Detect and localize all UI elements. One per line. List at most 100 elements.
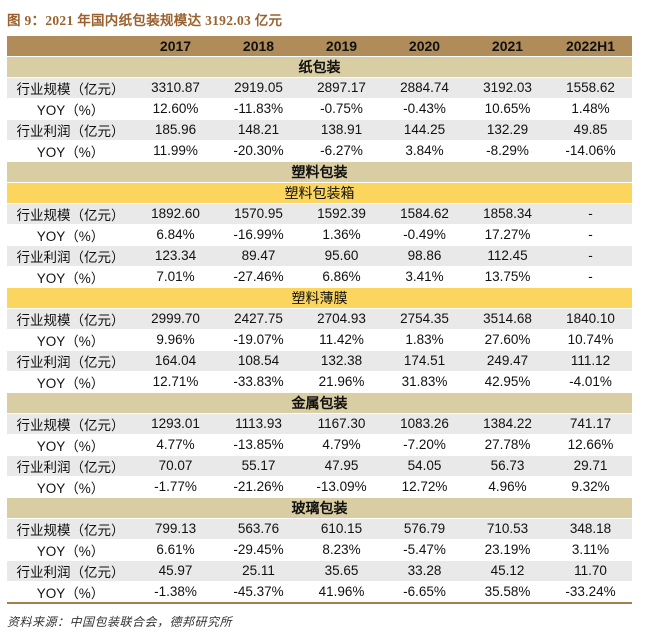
value-cell: 17.27%: [466, 224, 549, 246]
value-cell: -: [549, 224, 632, 246]
value-cell: 1584.62: [383, 203, 466, 225]
value-cell: -33.24%: [549, 581, 632, 603]
value-cell: 21.96%: [300, 371, 383, 393]
table-row: YOY（%） -1.38% -45.37% 41.96% -6.65% 35.58% -33…: [7, 581, 632, 603]
table-row: YOY（%） 12.60% -11.83% -0.75% -0.43% 10.65% 1.4…: [7, 98, 632, 120]
table-row: YOY（%） 6.84% -16.99% 1.36% -0.49% 17.27% -: [7, 224, 632, 246]
row-label: YOY（%）: [7, 371, 134, 393]
row-label: 行业规模（亿元）: [7, 518, 134, 540]
value-cell: 138.91: [300, 119, 383, 141]
year-header-cell: 2019: [300, 36, 383, 57]
value-cell: 13.75%: [466, 266, 549, 288]
value-cell: 98.86: [383, 245, 466, 267]
row-label: YOY（%）: [7, 539, 134, 561]
row-label: YOY（%）: [7, 476, 134, 498]
value-cell: 2427.75: [217, 308, 300, 330]
value-cell: -33.83%: [217, 371, 300, 393]
value-cell: 12.66%: [549, 434, 632, 456]
value-cell: -16.99%: [217, 224, 300, 246]
value-cell: 563.76: [217, 518, 300, 540]
table-row: YOY（%） 11.99% -20.30% -6.27% 3.84% -8.29% -14.…: [7, 140, 632, 162]
value-cell: -6.27%: [300, 140, 383, 162]
table-row: YOY（%） 4.77% -13.85% 4.79% -7.20% 27.78% 12.66…: [7, 434, 632, 456]
value-cell: 29.71: [549, 455, 632, 477]
value-cell: 710.53: [466, 518, 549, 540]
value-cell: -4.01%: [549, 371, 632, 393]
table-row: 行业规模（亿元） 3310.87 2919.05 2897.17 2884.74 3192…: [7, 77, 632, 99]
value-cell: 56.73: [466, 455, 549, 477]
figure-title: 图 9：2021 年国内纸包装规模达 3192.03 亿元: [7, 13, 283, 28]
table-row: 行业利润（亿元） 70.07 55.17 47.95 54.05 56.73 29.71: [7, 455, 632, 477]
section-header-label: 玻璃包装: [7, 497, 632, 519]
value-cell: 27.60%: [466, 329, 549, 351]
row-label: YOY（%）: [7, 434, 134, 456]
table-row: YOY（%） 9.96% -19.07% 11.42% 1.83% 27.60% 10.74…: [7, 329, 632, 351]
value-cell: 132.29: [466, 119, 549, 141]
year-header-cell: 2020: [383, 36, 466, 57]
value-cell: 123.34: [134, 245, 217, 267]
row-label: 行业利润（亿元）: [7, 119, 134, 141]
value-cell: 144.25: [383, 119, 466, 141]
table-row: 行业规模（亿元） 1892.60 1570.95 1592.39 1584.62 1858…: [7, 203, 632, 225]
year-header-cell: 2021: [466, 36, 549, 57]
section-header-label: 金属包装: [7, 392, 632, 414]
value-cell: -0.75%: [300, 98, 383, 120]
value-cell: 4.96%: [466, 476, 549, 498]
value-cell: -29.45%: [217, 539, 300, 561]
value-cell: 10.65%: [466, 98, 549, 120]
value-cell: 3514.68: [466, 308, 549, 330]
section-header-row: 塑料薄膜: [7, 287, 632, 309]
value-cell: 348.18: [549, 518, 632, 540]
value-cell: -: [549, 245, 632, 267]
value-cell: -14.06%: [549, 140, 632, 162]
value-cell: 1.83%: [383, 329, 466, 351]
value-cell: 1083.26: [383, 413, 466, 435]
value-cell: 70.07: [134, 455, 217, 477]
section-header-label: 塑料薄膜: [7, 287, 632, 309]
value-cell: 1.36%: [300, 224, 383, 246]
value-cell: -7.20%: [383, 434, 466, 456]
value-cell: 132.38: [300, 350, 383, 372]
value-cell: 3.41%: [383, 266, 466, 288]
value-cell: 3192.03: [466, 77, 549, 99]
section-header-row: 金属包装: [7, 392, 632, 414]
section-header-label: 塑料包装箱: [7, 182, 632, 204]
value-cell: -: [549, 203, 632, 225]
value-cell: 12.60%: [134, 98, 217, 120]
table-row: YOY（%） 6.61% -29.45% 8.23% -5.47% 23.19% 3.11%: [7, 539, 632, 561]
row-label: 行业利润（亿元）: [7, 560, 134, 582]
value-cell: 3.11%: [549, 539, 632, 561]
value-cell: 9.96%: [134, 329, 217, 351]
value-cell: -13.85%: [217, 434, 300, 456]
row-label: YOY（%）: [7, 140, 134, 162]
value-cell: 6.84%: [134, 224, 217, 246]
value-cell: 11.42%: [300, 329, 383, 351]
value-cell: 111.12: [549, 350, 632, 372]
value-cell: 1167.30: [300, 413, 383, 435]
table-row: 行业规模（亿元） 1293.01 1113.93 1167.30 1083.26 1384…: [7, 413, 632, 435]
value-cell: 2884.74: [383, 77, 466, 99]
value-cell: -11.83%: [217, 98, 300, 120]
row-label: YOY（%）: [7, 266, 134, 288]
year-header-cell: 2018: [217, 36, 300, 57]
value-cell: 7.01%: [134, 266, 217, 288]
table-row: YOY（%） -1.77% -21.26% -13.09% 12.72% 4.96% 9.3…: [7, 476, 632, 498]
value-cell: -0.43%: [383, 98, 466, 120]
value-cell: 108.54: [217, 350, 300, 372]
packaging-table-body: 2017 2018 2019 2020 2021 2022H1 纸包装 行业规模（亿元） 331…: [7, 36, 632, 603]
row-label: YOY（%）: [7, 98, 134, 120]
row-label: 行业规模（亿元）: [7, 77, 134, 99]
year-header-spacer: [7, 36, 134, 57]
year-header-row: 2017 2018 2019 2020 2021 2022H1: [7, 36, 632, 57]
row-label: 行业利润（亿元）: [7, 455, 134, 477]
value-cell: 27.78%: [466, 434, 549, 456]
value-cell: -20.30%: [217, 140, 300, 162]
value-cell: 89.47: [217, 245, 300, 267]
value-cell: -21.26%: [217, 476, 300, 498]
row-label: YOY（%）: [7, 224, 134, 246]
packaging-table: 2017 2018 2019 2020 2021 2022H1 纸包装 行业规模（亿元） 331…: [7, 36, 632, 604]
value-cell: -19.07%: [217, 329, 300, 351]
value-cell: 1840.10: [549, 308, 632, 330]
value-cell: 41.96%: [300, 581, 383, 603]
value-cell: -0.49%: [383, 224, 466, 246]
